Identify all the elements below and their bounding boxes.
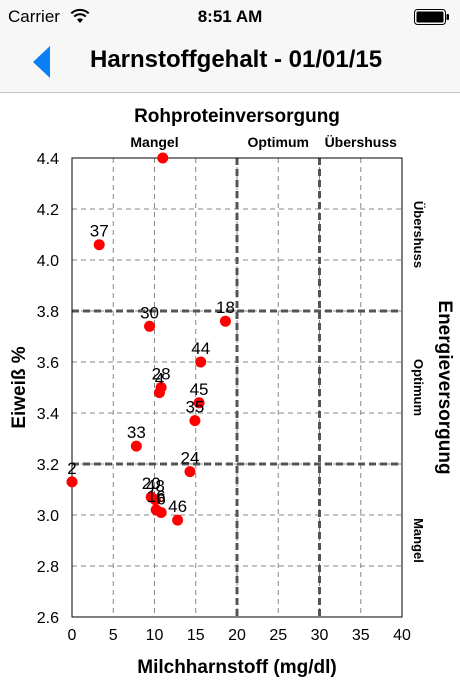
scatter-chart: 0 5 10 15 20 25 30 35 40 2.6 2.8 3.0 3.2 3.4 3.6 3.8 4.0… <box>9 106 455 678</box>
x-zone-label: Übershuss <box>325 134 398 150</box>
data-point-label: 24 <box>181 449 200 468</box>
carrier-label: Carrier <box>8 7 60 26</box>
data-point <box>157 152 169 164</box>
wifi-icon <box>70 8 90 23</box>
x-tick-label: 15 <box>187 627 205 644</box>
data-point-label: 35 <box>185 398 204 417</box>
x-tick-label: 20 <box>228 627 246 644</box>
data-point <box>172 514 184 526</box>
y-zone-label: Mangel <box>411 518 426 563</box>
y-zone-label: Optimum <box>411 359 426 416</box>
x-tick-label: 25 <box>269 627 287 644</box>
battery-icon <box>414 9 449 25</box>
x-tick-label: 10 <box>146 627 164 644</box>
data-point <box>184 466 196 478</box>
data-point <box>193 397 205 409</box>
data-point <box>144 320 156 332</box>
data-point-label: 44 <box>191 339 210 358</box>
x-axis-label: Milchharnstoff (mg/dl) <box>137 657 336 678</box>
y-tick-label: 2.8 <box>37 559 59 576</box>
data-point <box>195 356 207 368</box>
data-point-label: 45 <box>190 380 209 399</box>
x-tick-label: 35 <box>352 627 370 644</box>
x-tick-label: 30 <box>311 627 329 644</box>
data-point-label: 37 <box>90 222 109 241</box>
data-point-label: 30 <box>140 303 159 322</box>
threshold-lines <box>72 158 402 617</box>
y-tick-label: 3.4 <box>37 406 59 423</box>
data-point-label: 28 <box>152 365 171 384</box>
zone-labels: Mangel Optimum Übershuss Mangel Optimum Übers… <box>130 134 426 563</box>
data-point-label: 20 <box>142 474 161 493</box>
back-arrow-icon[interactable] <box>30 45 62 79</box>
navigation-bar: Harnstoffgehalt - 01/01/15 <box>0 34 460 93</box>
data-point-label: 2 <box>67 459 76 478</box>
y-axis-label: Eiweiß % <box>9 346 30 428</box>
y-tick-label: 2.6 <box>37 610 59 627</box>
x-zone-label: Mangel <box>130 134 178 150</box>
x-tick-label: 0 <box>68 627 77 644</box>
plot-frame <box>71 157 403 618</box>
data-point <box>149 494 161 506</box>
y-tick-label: 3.8 <box>37 304 59 321</box>
data-point-label: 33 <box>127 423 146 442</box>
right-axis-label: Energieversorgung <box>434 300 455 474</box>
y-tick-label: 4.4 <box>37 151 59 168</box>
data-point <box>93 239 105 251</box>
y-tick-label: 3.2 <box>37 457 59 474</box>
y-tick-label: 4.2 <box>37 202 59 219</box>
status-bar: Carrier 8:51 AM <box>0 0 460 34</box>
x-zone-label: Optimum <box>248 134 309 150</box>
data-point <box>189 415 201 427</box>
data-point-label: 18 <box>216 298 235 317</box>
data-point-label: 6 <box>156 489 165 508</box>
chart-title: Rohproteinversorgung <box>134 106 340 127</box>
y-tick-label: 3.0 <box>37 508 59 525</box>
y-tick-label: 3.6 <box>37 355 59 372</box>
data-point-label: 4 <box>155 370 164 389</box>
data-point <box>219 315 231 327</box>
data-point <box>130 440 142 452</box>
data-point-label: 46 <box>168 497 187 516</box>
data-point <box>155 506 167 518</box>
data-point <box>153 387 165 399</box>
x-tick-label: 40 <box>393 627 411 644</box>
x-tick-label: 5 <box>109 627 118 644</box>
page-title: Harnstoffgehalt - 01/01/15 <box>90 46 383 73</box>
status-time: 8:51 AM <box>197 7 263 26</box>
data-point <box>66 476 78 488</box>
tick-labels: 0 5 10 15 20 25 30 35 40 2.6 2.8 3.0 3.2 3.4 3.6 3.8 4.0… <box>37 151 411 644</box>
data-point-label: 48 <box>146 477 165 496</box>
y-zone-label: Übershuss <box>411 201 426 268</box>
data-point-label: 16 <box>147 487 166 506</box>
y-tick-label: 4.0 <box>37 253 59 270</box>
